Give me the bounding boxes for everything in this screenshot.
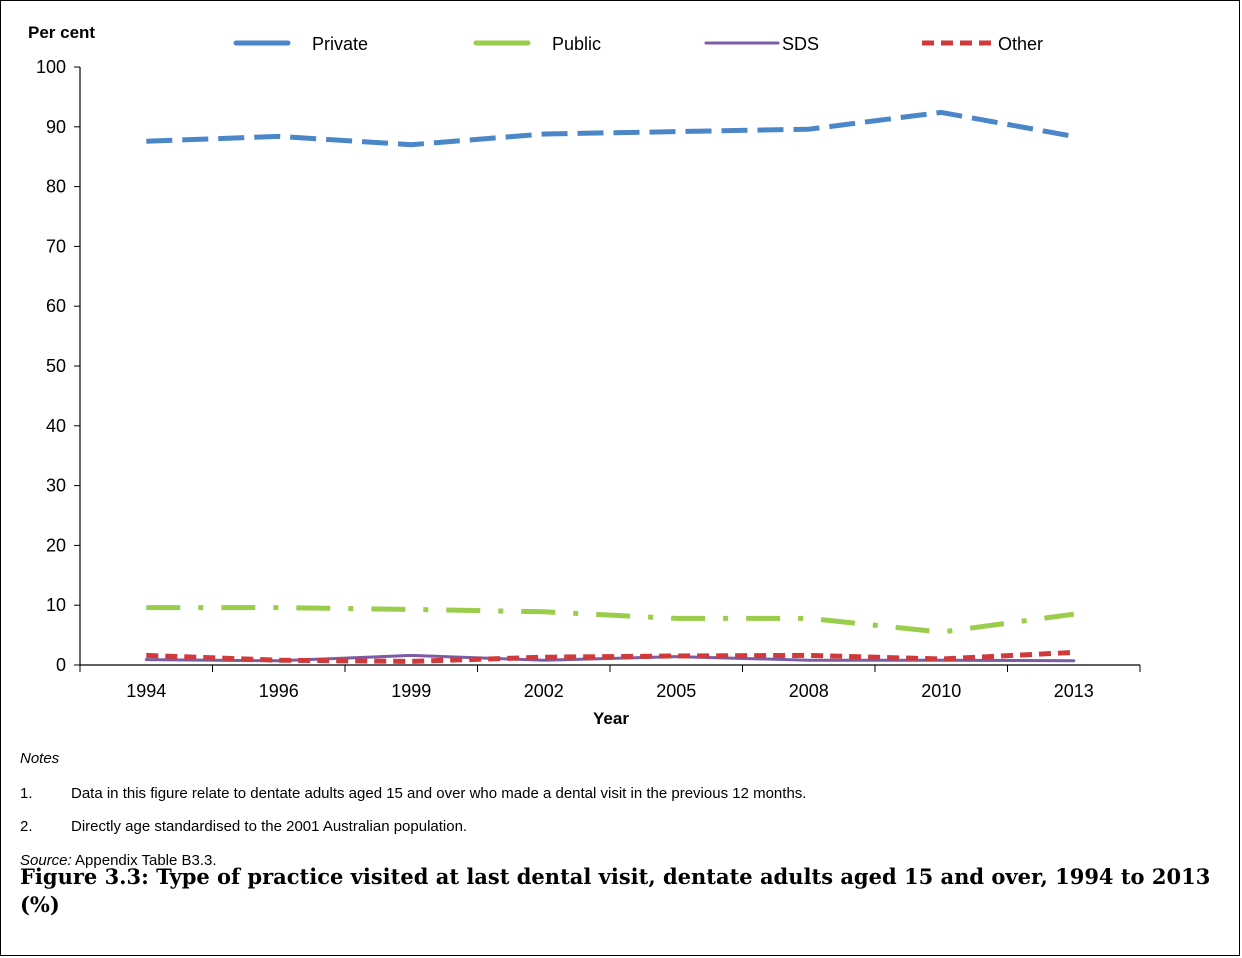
series-line-private xyxy=(146,109,1075,148)
x-tick-label: 2010 xyxy=(921,681,961,701)
y-tick-label: 40 xyxy=(46,416,66,436)
source-text: Appendix Table B3.3. xyxy=(71,852,217,869)
series-group xyxy=(144,109,1076,664)
y-tick-label: 60 xyxy=(46,296,66,316)
legend-label-sds: SDS xyxy=(782,34,819,54)
y-tick-label: 30 xyxy=(46,476,66,496)
legend: Private Public SDS Other xyxy=(233,34,1043,54)
line-chart: Per cent Private Public SDS Other 0 10 20 30 40… xyxy=(28,23,1141,728)
x-tick-label: 2013 xyxy=(1054,681,1094,701)
x-tick-label: 2008 xyxy=(789,681,829,701)
legend-label-private: Private xyxy=(312,34,368,54)
y-axis-title: Per cent xyxy=(28,23,95,42)
y-tick-label: 80 xyxy=(46,177,66,197)
y-tick-label: 0 xyxy=(56,655,66,675)
figure-caption: Figure 3.3: Type of practice visited at … xyxy=(20,864,1211,917)
note-text: Data in this figure relate to dentate ad… xyxy=(71,785,807,802)
x-tick-label: 1996 xyxy=(259,681,299,701)
x-axis-title: Year xyxy=(593,709,629,728)
x-tick-label: 1994 xyxy=(126,681,166,701)
note-number: 2. xyxy=(20,818,33,835)
y-tick-label: 20 xyxy=(46,535,66,555)
notes-heading: Notes xyxy=(20,750,60,767)
x-tick-label: 2005 xyxy=(656,681,696,701)
legend-label-public: Public xyxy=(552,34,601,54)
y-tick-label: 70 xyxy=(46,236,66,256)
y-tick-label: 50 xyxy=(46,356,66,376)
note-number: 1. xyxy=(20,785,33,802)
y-tick-label: 100 xyxy=(36,57,66,77)
series-line-other xyxy=(146,649,1074,664)
y-tick-label: 90 xyxy=(46,117,66,137)
x-tick-label: 2002 xyxy=(524,681,564,701)
y-tick-label: 10 xyxy=(46,595,66,615)
axes: 0 10 20 30 40 50 60 70 80 90 100 1994 1996 1999 2002 20… xyxy=(36,57,1141,701)
source-line: Source: Appendix Table B3.3. xyxy=(20,852,217,869)
x-tick-label: 1999 xyxy=(391,681,431,701)
note-text: Directly age standardised to the 2001 Au… xyxy=(71,818,468,835)
series-line-public xyxy=(146,605,1075,635)
legend-label-other: Other xyxy=(998,34,1043,54)
source-label: Source: xyxy=(20,852,72,869)
